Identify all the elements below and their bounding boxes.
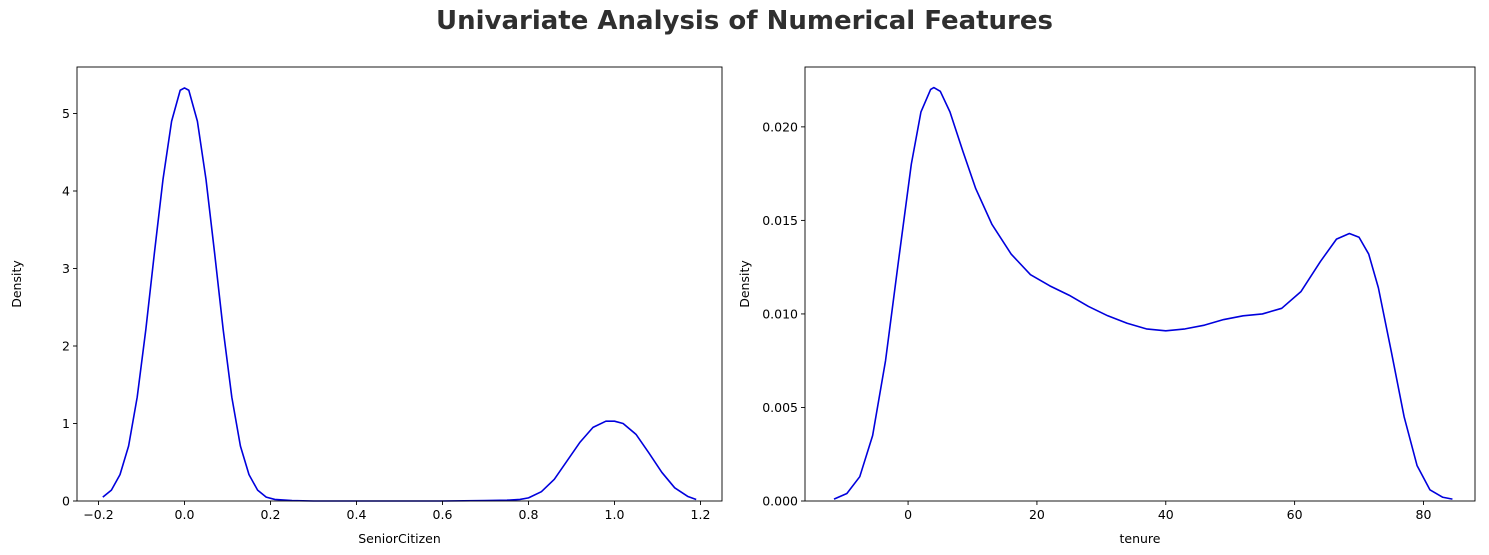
chart-tenure: 0 20 40 60 80 0.000 0.005 0.010 0.015 0.020 tenure… (737, 66, 1476, 546)
chart-senior-citizen: −0.2 0.0 0.2 0.4 0.6 0.8 1.0 1.2 0 1 2 3 4 5 SeniorCit… (9, 66, 723, 546)
x-tick-label: 20 (1029, 507, 1045, 522)
x-tick-label: −0.2 (83, 507, 113, 522)
x-axis-label: SeniorCitizen (358, 531, 441, 546)
axes-frame (804, 66, 1476, 502)
y-tick-label: 0 (62, 494, 70, 509)
y-tick-label: 5 (62, 106, 70, 121)
x-tick-label: 80 (1416, 507, 1432, 522)
x-tick-label: 60 (1287, 507, 1303, 522)
x-tick-label: 0 (904, 507, 912, 522)
x-tick-label: 0.4 (347, 507, 367, 522)
x-tick-label: 0.6 (433, 507, 453, 522)
y-tick-label: 4 (62, 184, 70, 199)
y-tick-label: 2 (62, 339, 70, 354)
y-tick-label: 0.000 (762, 494, 798, 509)
x-tick-label: 0.8 (519, 507, 539, 522)
y-axis-label: Density (9, 260, 24, 308)
y-tick-label: 3 (62, 261, 70, 276)
y-tick-label: 0.015 (762, 213, 798, 228)
x-tick-label: 1.0 (605, 507, 625, 522)
x-axis-label: tenure (1120, 531, 1161, 546)
x-tick-label: 0.2 (261, 507, 281, 522)
x-tick-label: 1.2 (691, 507, 711, 522)
y-tick-label: 1 (62, 416, 70, 431)
axes-frame (76, 66, 723, 502)
kde-line (102, 87, 697, 502)
kde-line (833, 86, 1453, 500)
y-axis-label: Density (737, 260, 752, 308)
y-tick-label: 0.010 (762, 306, 798, 321)
x-tick-label: 40 (1158, 507, 1174, 522)
figure-suptitle: Univariate Analysis of Numerical Feature… (435, 6, 1053, 36)
y-tick-label: 0.020 (762, 119, 798, 134)
y-tick-label: 0.005 (762, 400, 798, 415)
x-tick-label: 0.0 (175, 507, 195, 522)
